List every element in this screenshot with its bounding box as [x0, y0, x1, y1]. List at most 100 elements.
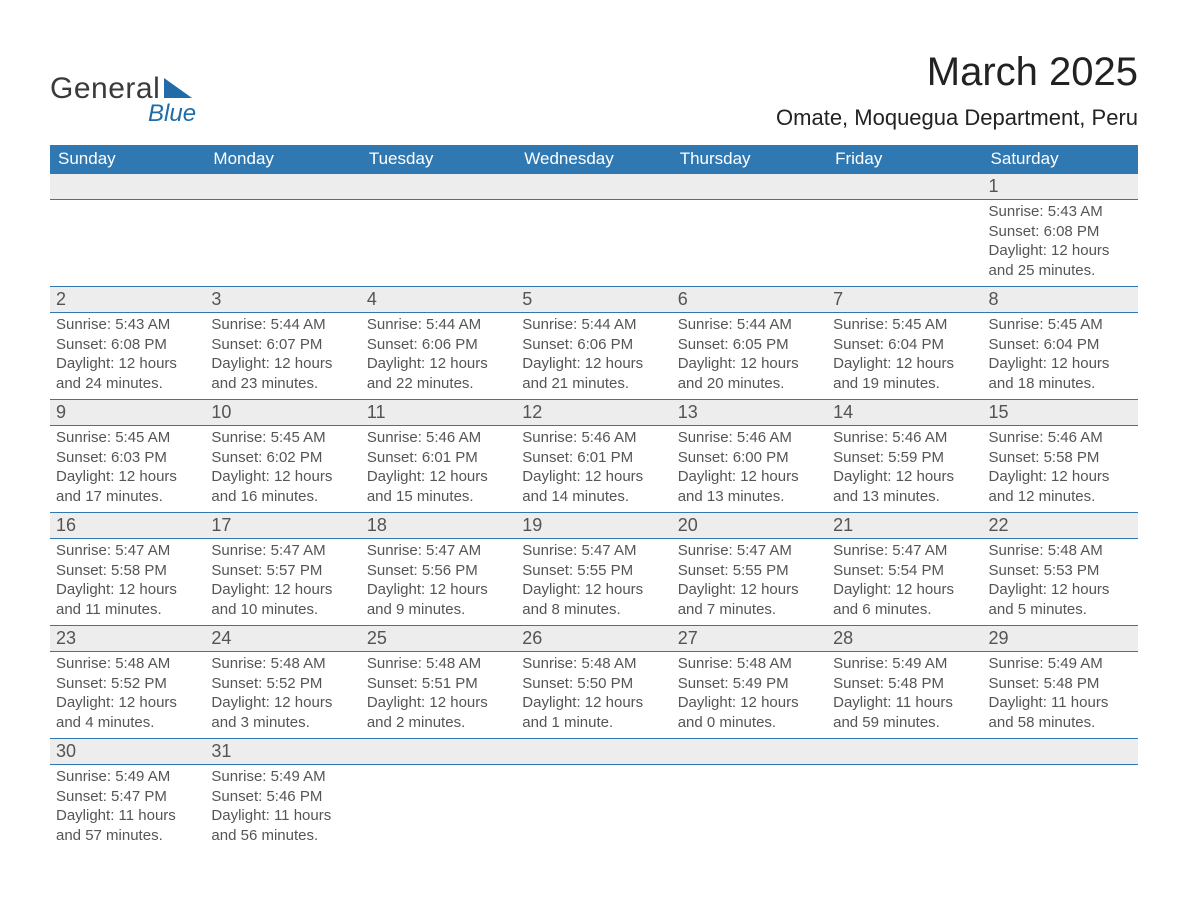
day-detail: Sunrise: 5:46 AMSunset: 5:59 PMDaylight:…: [827, 426, 982, 512]
day-detail-cell: Sunrise: 5:49 AMSunset: 5:48 PMDaylight:…: [983, 652, 1138, 739]
day-number: [361, 739, 516, 764]
daylight-text: and 23 minutes.: [211, 374, 354, 394]
sunrise-text: Sunrise: 5:49 AM: [833, 654, 976, 674]
sunset-text: Sunset: 6:06 PM: [367, 335, 510, 355]
day-number: 3: [205, 287, 360, 312]
day-number: [672, 174, 827, 199]
sunset-text: Sunset: 5:57 PM: [211, 561, 354, 581]
sunrise-text: Sunrise: 5:43 AM: [989, 202, 1132, 222]
daylight-text: Daylight: 12 hours: [678, 580, 821, 600]
sunset-text: Sunset: 6:07 PM: [211, 335, 354, 355]
daylight-text: and 59 minutes.: [833, 713, 976, 733]
sunset-text: Sunset: 6:03 PM: [56, 448, 199, 468]
sunset-text: Sunset: 6:06 PM: [522, 335, 665, 355]
day-number-cell: 5: [516, 287, 671, 313]
day-number: 18: [361, 513, 516, 538]
day-number: [205, 174, 360, 199]
day-number-cell: [50, 174, 205, 200]
day-detail: Sunrise: 5:46 AMSunset: 6:00 PMDaylight:…: [672, 426, 827, 512]
day-detail-cell: [983, 765, 1138, 852]
day-detail: Sunrise: 5:47 AMSunset: 5:55 PMDaylight:…: [516, 539, 671, 625]
day-detail: [205, 200, 360, 228]
day-number: 5: [516, 287, 671, 312]
sunset-text: Sunset: 5:56 PM: [367, 561, 510, 581]
day-number-cell: 30: [50, 739, 205, 765]
day-detail: [516, 765, 671, 793]
day-number: 19: [516, 513, 671, 538]
daylight-text: Daylight: 12 hours: [989, 241, 1132, 261]
day-detail: Sunrise: 5:45 AMSunset: 6:02 PMDaylight:…: [205, 426, 360, 512]
sunset-text: Sunset: 5:59 PM: [833, 448, 976, 468]
day-detail: Sunrise: 5:45 AMSunset: 6:03 PMDaylight:…: [50, 426, 205, 512]
sunrise-text: Sunrise: 5:45 AM: [56, 428, 199, 448]
sunset-text: Sunset: 5:49 PM: [678, 674, 821, 694]
day-number: [672, 739, 827, 764]
daylight-text: Daylight: 12 hours: [211, 580, 354, 600]
day-detail: Sunrise: 5:45 AMSunset: 6:04 PMDaylight:…: [983, 313, 1138, 399]
day-header: Sunday: [50, 145, 205, 174]
day-number-cell: 19: [516, 513, 671, 539]
daylight-text: and 58 minutes.: [989, 713, 1132, 733]
day-number: 26: [516, 626, 671, 651]
sunset-text: Sunset: 6:01 PM: [367, 448, 510, 468]
sunset-text: Sunset: 5:46 PM: [211, 787, 354, 807]
sunrise-text: Sunrise: 5:47 AM: [367, 541, 510, 561]
day-detail-cell: [827, 200, 982, 287]
daylight-text: and 6 minutes.: [833, 600, 976, 620]
day-detail-cell: Sunrise: 5:49 AMSunset: 5:46 PMDaylight:…: [205, 765, 360, 852]
daylight-text: and 21 minutes.: [522, 374, 665, 394]
day-detail-cell: Sunrise: 5:44 AMSunset: 6:06 PMDaylight:…: [516, 313, 671, 400]
daylight-text: Daylight: 12 hours: [522, 693, 665, 713]
day-header: Saturday: [983, 145, 1138, 174]
day-detail-cell: Sunrise: 5:48 AMSunset: 5:52 PMDaylight:…: [205, 652, 360, 739]
day-detail: Sunrise: 5:49 AMSunset: 5:46 PMDaylight:…: [205, 765, 360, 851]
daylight-text: and 13 minutes.: [678, 487, 821, 507]
day-number: 15: [983, 400, 1138, 425]
day-detail-cell: Sunrise: 5:47 AMSunset: 5:58 PMDaylight:…: [50, 539, 205, 626]
day-detail-cell: Sunrise: 5:43 AMSunset: 6:08 PMDaylight:…: [983, 200, 1138, 287]
day-number: 10: [205, 400, 360, 425]
day-number: 25: [361, 626, 516, 651]
daylight-text: Daylight: 12 hours: [989, 467, 1132, 487]
day-detail: Sunrise: 5:47 AMSunset: 5:56 PMDaylight:…: [361, 539, 516, 625]
day-detail: Sunrise: 5:46 AMSunset: 5:58 PMDaylight:…: [983, 426, 1138, 512]
daylight-text: and 16 minutes.: [211, 487, 354, 507]
day-detail-cell: Sunrise: 5:44 AMSunset: 6:07 PMDaylight:…: [205, 313, 360, 400]
day-number-cell: 31: [205, 739, 360, 765]
logo: General Blue: [50, 50, 196, 128]
day-detail: Sunrise: 5:43 AMSunset: 6:08 PMDaylight:…: [983, 200, 1138, 286]
day-detail: [672, 765, 827, 793]
day-number: [516, 174, 671, 199]
sunset-text: Sunset: 5:51 PM: [367, 674, 510, 694]
day-number-cell: [827, 174, 982, 200]
day-number: 20: [672, 513, 827, 538]
header-region: General Blue March 2025 Omate, Moquegua …: [50, 50, 1138, 131]
day-number-cell: 24: [205, 626, 360, 652]
sunrise-text: Sunrise: 5:49 AM: [989, 654, 1132, 674]
daylight-text: and 7 minutes.: [678, 600, 821, 620]
daylight-text: and 20 minutes.: [678, 374, 821, 394]
sunset-text: Sunset: 6:02 PM: [211, 448, 354, 468]
day-detail-cell: Sunrise: 5:48 AMSunset: 5:51 PMDaylight:…: [361, 652, 516, 739]
daylight-text: and 10 minutes.: [211, 600, 354, 620]
day-detail-cell: Sunrise: 5:48 AMSunset: 5:50 PMDaylight:…: [516, 652, 671, 739]
sunrise-text: Sunrise: 5:49 AM: [56, 767, 199, 787]
sunset-text: Sunset: 6:04 PM: [989, 335, 1132, 355]
sunrise-text: Sunrise: 5:45 AM: [989, 315, 1132, 335]
day-detail-cell: Sunrise: 5:47 AMSunset: 5:56 PMDaylight:…: [361, 539, 516, 626]
daylight-text: Daylight: 11 hours: [56, 806, 199, 826]
day-number-cell: [672, 739, 827, 765]
daylight-text: Daylight: 12 hours: [367, 467, 510, 487]
sunrise-text: Sunrise: 5:44 AM: [211, 315, 354, 335]
sunset-text: Sunset: 5:54 PM: [833, 561, 976, 581]
day-detail-cell: Sunrise: 5:47 AMSunset: 5:54 PMDaylight:…: [827, 539, 982, 626]
day-number-cell: 25: [361, 626, 516, 652]
day-number-cell: [827, 739, 982, 765]
sunset-text: Sunset: 6:08 PM: [56, 335, 199, 355]
day-number-cell: 7: [827, 287, 982, 313]
daylight-text: and 9 minutes.: [367, 600, 510, 620]
day-number: 7: [827, 287, 982, 312]
daylight-text: and 14 minutes.: [522, 487, 665, 507]
day-detail-cell: [827, 765, 982, 852]
daylight-text: and 57 minutes.: [56, 826, 199, 846]
